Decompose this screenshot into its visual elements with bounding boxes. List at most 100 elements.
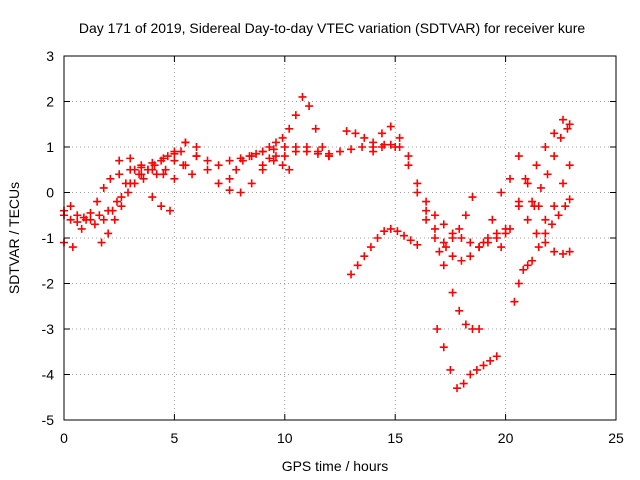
- data-point: [366, 243, 375, 252]
- data-point: [457, 256, 466, 265]
- series-arc-5: [115, 143, 333, 183]
- data-point: [313, 147, 322, 156]
- data-point: [492, 352, 501, 361]
- y-tick-label: 0: [46, 185, 54, 201]
- data-point: [126, 154, 135, 163]
- data-point: [523, 261, 532, 270]
- data-point: [430, 234, 439, 242]
- y-tick-label: -1: [42, 230, 55, 246]
- data-point: [556, 133, 565, 142]
- data-point: [68, 243, 77, 252]
- data-point: [203, 156, 212, 165]
- series-arc-16: [497, 115, 574, 252]
- series-arc-11: [347, 224, 422, 279]
- y-axis-label: SDTVAR / TECUs: [6, 182, 22, 294]
- data-point: [543, 170, 552, 179]
- x-tick-label: 10: [277, 430, 293, 446]
- data-point: [130, 179, 139, 188]
- data-point: [455, 224, 464, 233]
- data-point: [108, 206, 117, 215]
- data-point: [530, 202, 539, 211]
- data-point: [112, 197, 121, 206]
- data-point: [225, 156, 234, 165]
- data-point: [459, 379, 468, 388]
- x-tick-label: 20: [498, 430, 514, 446]
- data-point: [483, 234, 492, 242]
- data-point: [514, 152, 523, 161]
- y-tick-label: -3: [42, 321, 55, 337]
- data-point: [280, 152, 289, 161]
- data-point: [148, 193, 157, 202]
- data-point: [311, 124, 320, 133]
- data-point: [271, 152, 280, 161]
- data-point: [137, 170, 146, 179]
- data-point: [550, 152, 559, 161]
- data-point: [104, 229, 113, 238]
- data-point: [124, 188, 133, 197]
- data-point: [170, 156, 179, 165]
- series-arc-8: [258, 152, 294, 174]
- data-point: [318, 143, 327, 151]
- data-point: [565, 195, 574, 204]
- data-point: [73, 218, 82, 227]
- data-point: [559, 115, 568, 124]
- data-point: [232, 165, 241, 174]
- series-arc-7: [225, 92, 333, 183]
- data-point: [514, 202, 523, 211]
- data-point: [99, 183, 108, 192]
- data-point: [225, 186, 234, 195]
- data-point: [439, 261, 448, 270]
- data-point: [258, 161, 267, 170]
- data-point: [148, 165, 157, 174]
- data-point: [181, 138, 190, 147]
- data-point: [466, 252, 475, 261]
- data-point: [430, 211, 439, 220]
- data-point: [547, 220, 556, 229]
- data-point: [285, 165, 294, 174]
- data-point: [479, 361, 488, 370]
- data-point: [97, 238, 106, 247]
- data-point: [269, 145, 278, 154]
- data-point: [373, 234, 382, 242]
- series-arc-13: [433, 325, 501, 393]
- data-point: [413, 188, 422, 197]
- data-point: [66, 202, 75, 211]
- data-point: [115, 170, 124, 179]
- data-point: [386, 140, 395, 149]
- y-tick-label: 1: [46, 139, 54, 155]
- x-tick-label: 15: [387, 430, 403, 446]
- data-point: [347, 145, 356, 154]
- data-point: [360, 133, 369, 142]
- series-arc-9: [342, 122, 510, 252]
- data-point: [466, 370, 475, 379]
- data-point: [395, 143, 404, 151]
- data-point: [565, 120, 574, 129]
- series-arc-12: [422, 215, 484, 333]
- data-point: [422, 206, 431, 215]
- data-point: [479, 238, 488, 247]
- data-point: [446, 365, 455, 374]
- data-point: [117, 202, 126, 211]
- y-tick-label: 2: [46, 94, 54, 110]
- data-point: [534, 243, 543, 252]
- data-point: [439, 343, 448, 352]
- data-point: [528, 256, 537, 265]
- data-point: [565, 247, 574, 256]
- series-arc-17: [510, 161, 574, 306]
- data-point: [157, 202, 166, 211]
- y-tick-label: 3: [46, 48, 54, 64]
- data-point: [170, 174, 179, 183]
- data-point: [422, 215, 431, 224]
- data-point: [192, 143, 201, 151]
- data-point: [170, 149, 179, 158]
- x-tick-label: 5: [171, 430, 179, 446]
- data-points: [60, 92, 574, 393]
- data-point: [541, 238, 550, 247]
- data-point: [159, 170, 168, 179]
- data-point: [291, 147, 300, 156]
- data-point: [271, 138, 280, 147]
- x-tick-label: 25: [608, 430, 624, 446]
- data-point: [360, 252, 369, 261]
- series-arc-4: [97, 147, 186, 247]
